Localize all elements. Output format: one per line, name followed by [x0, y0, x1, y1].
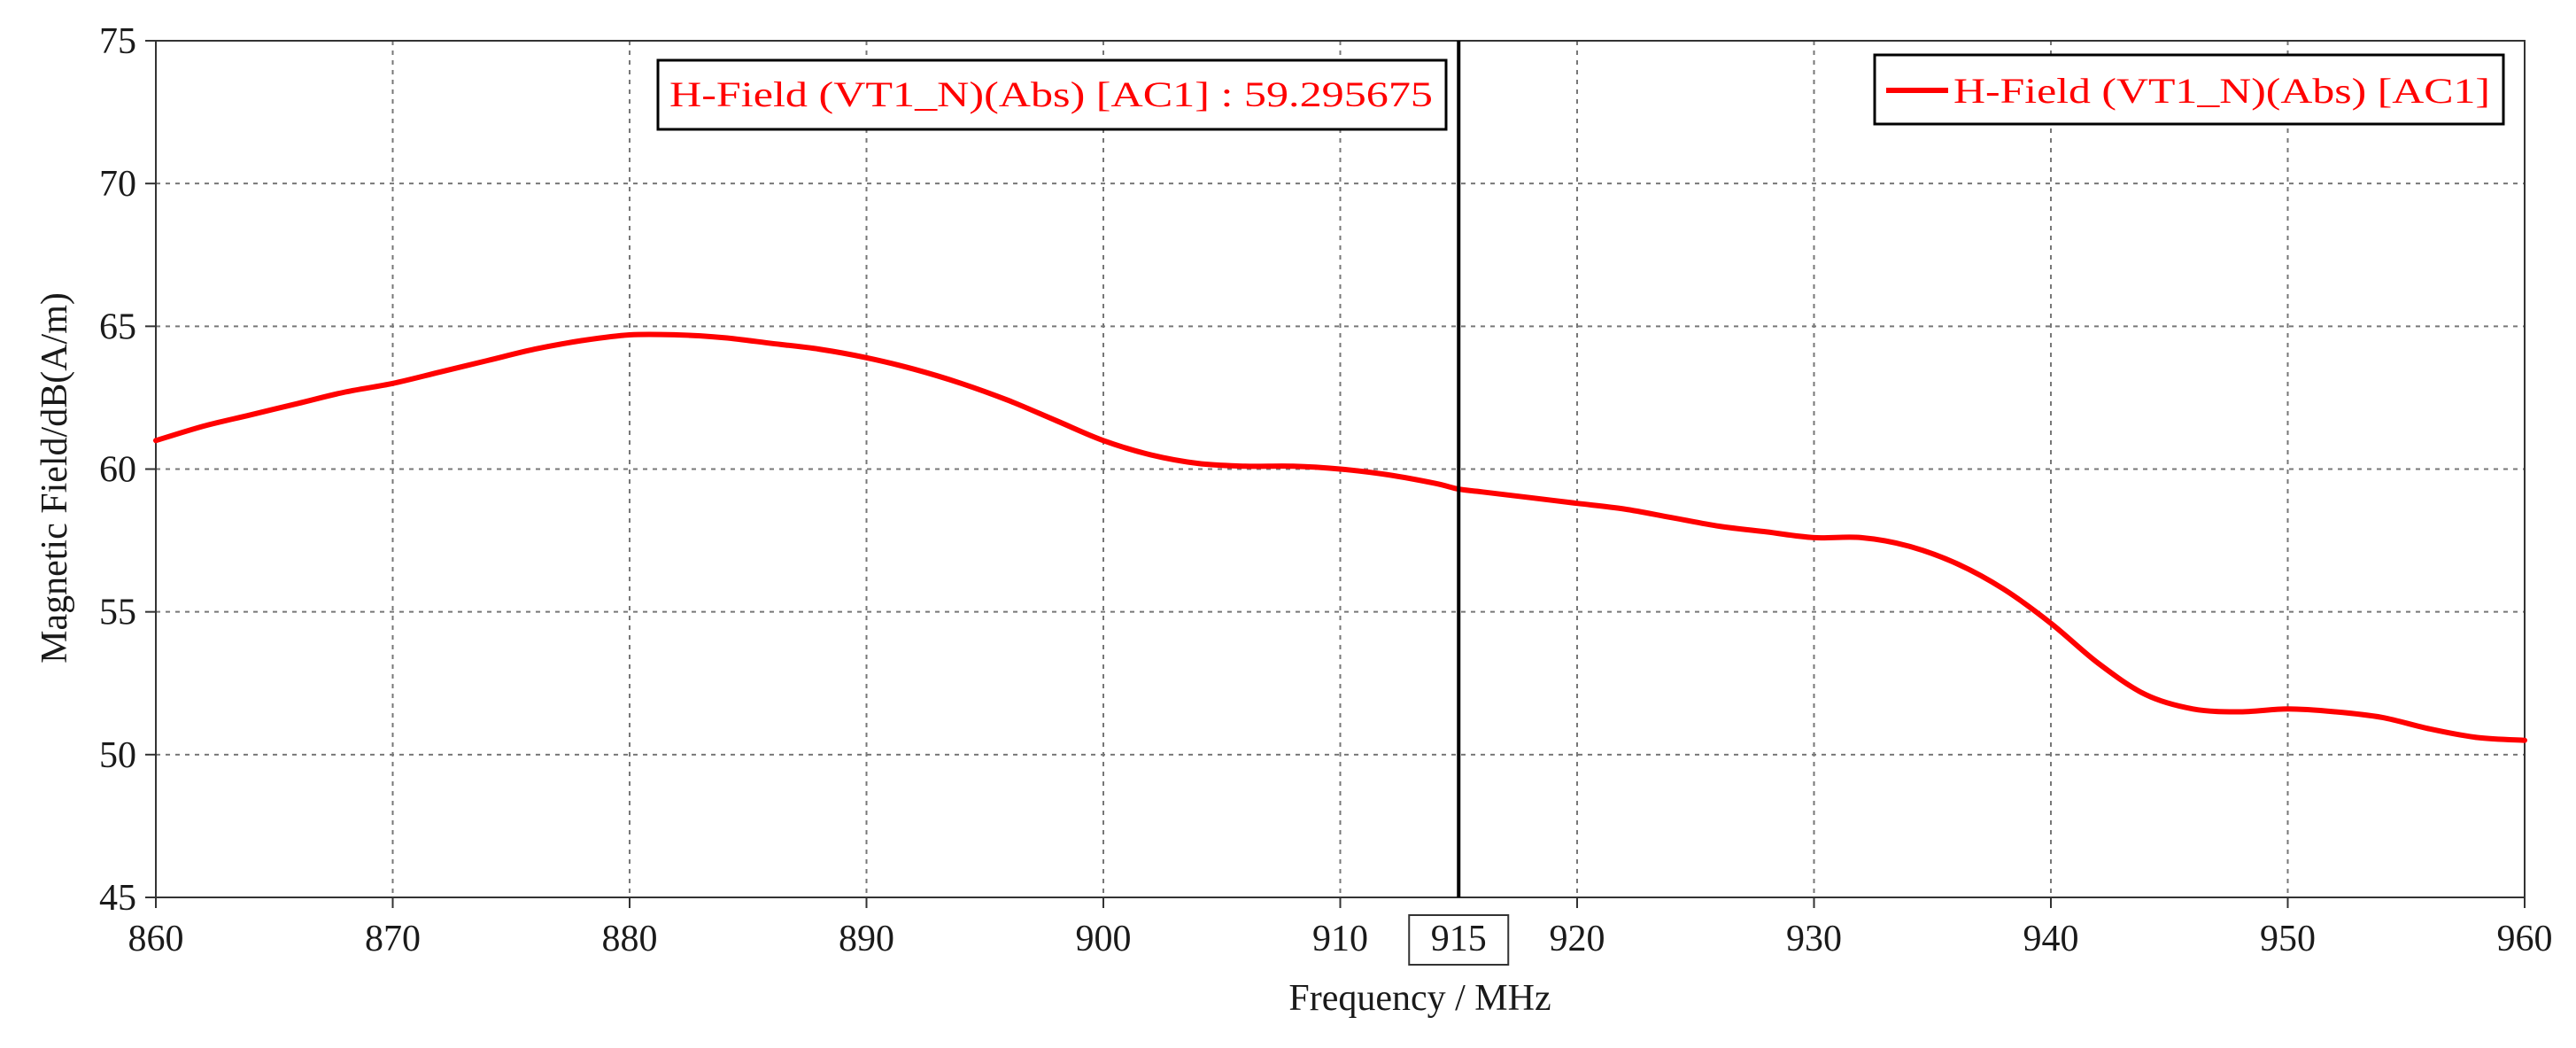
y-axis-ticks: 45 50 55 60 65 70 75 — [99, 21, 156, 919]
y-tick-label: 75 — [99, 21, 136, 62]
x-tick-label: 950 — [2260, 919, 2316, 959]
x-tick-label: 930 — [1786, 919, 1842, 959]
marker-readout: H-Field (VT1_N)(Abs) [AC1] : 59.295675 — [656, 58, 1448, 131]
x-tick-label: 890 — [839, 919, 894, 959]
grid-lines — [156, 41, 2525, 897]
marker-x-label-box — [1408, 914, 1510, 966]
marker-readout-box — [656, 58, 1448, 131]
legend: H-Field (VT1_N)(Abs) [AC1] — [1873, 53, 2505, 126]
marker-x-label-text: 915 — [1431, 919, 1487, 959]
marker-readout-text: H-Field (VT1_N)(Abs) [AC1] : 59.295675 — [669, 74, 1433, 114]
x-tick-label: 860 — [128, 919, 184, 959]
y-tick-label: 55 — [99, 593, 136, 633]
y-axis-title: Magnetic Field/dB(A/m) — [35, 292, 75, 664]
x-tick-label: 900 — [1076, 919, 1132, 959]
x-tick-label: 910 — [1312, 919, 1368, 959]
series-layer — [153, 331, 2527, 743]
y-tick-label: 65 — [99, 307, 136, 347]
x-tick-label: 880 — [602, 919, 658, 959]
y-tick-label: 50 — [99, 735, 136, 776]
x-tick-label: 960 — [2497, 919, 2553, 959]
marker-x-label[interactable]: 915 — [1408, 914, 1510, 966]
y-tick-label: 60 — [99, 450, 136, 491]
y-tick-label: 70 — [99, 164, 136, 205]
x-tick-label: 940 — [2023, 919, 2079, 959]
x-tick-label: 920 — [1550, 919, 1605, 959]
x-axis-title: Frequency / MHz — [1288, 978, 1551, 1019]
legend-box — [1873, 53, 2505, 126]
legend-label: H-Field (VT1_N)(Abs) [AC1] — [1953, 71, 2490, 111]
y-tick-label: 45 — [99, 878, 136, 919]
x-tick-label: 870 — [365, 919, 421, 959]
x-axis-ticks: 860 870 880 890 900 910 920 930 940 950 960 — [128, 897, 2553, 959]
series-line — [153, 331, 2527, 743]
